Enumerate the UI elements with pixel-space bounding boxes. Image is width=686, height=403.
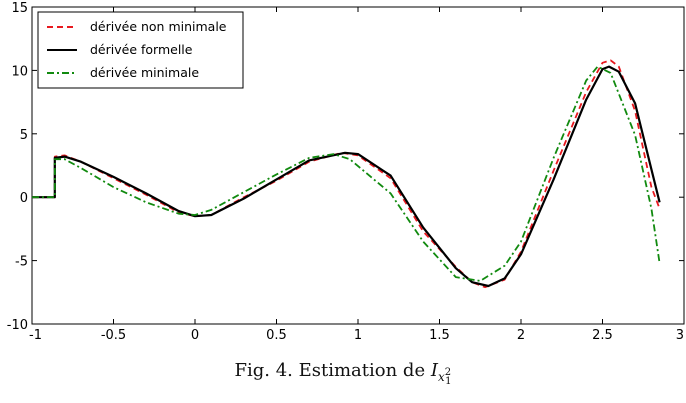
y-tick-label: 10: [11, 64, 28, 79]
y-tick-label: 15: [11, 1, 28, 16]
x-tick-label: 1.5: [429, 328, 450, 343]
caption-sub-base: x: [437, 369, 445, 384]
x-tick-label: 2: [517, 328, 525, 343]
x-tick-label: -1: [29, 328, 42, 343]
x-tick-label: 0: [191, 328, 199, 343]
caption-prefix: Fig. 4. Estimation de: [234, 360, 431, 381]
caption-sub-sup: 2: [444, 366, 452, 378]
caption-subscript: x21: [437, 366, 452, 387]
x-tick-label: -0.5: [101, 328, 126, 343]
y-axis-ticks: -10 -5 0 5 10 15: [7, 1, 684, 333]
series-layer: [32, 59, 661, 289]
x-tick-label: 3: [676, 328, 684, 343]
x-tick-label: 1: [354, 328, 362, 343]
caption-symbol: I: [430, 360, 438, 381]
figure-caption: Fig. 4. Estimation de Ix21: [0, 360, 686, 387]
y-tick-label: -5: [15, 255, 28, 270]
series-line-formelle: [32, 65, 661, 288]
series-line-minimale: [32, 65, 661, 282]
x-tick-label: 0.5: [266, 328, 287, 343]
legend-label-formelle: dérivée formelle: [90, 42, 193, 57]
y-tick-label: 0: [20, 191, 28, 206]
caption-sub-sub: 1: [445, 375, 452, 387]
y-tick-label: 5: [20, 128, 28, 143]
x-axis-ticks: -1 -0.5 0 0.5 1 1.5 2 2.5 3: [29, 7, 685, 343]
y-tick-label: -10: [7, 318, 28, 333]
legend: dérivée non minimale dérivée formelle dé…: [37, 11, 244, 89]
legend-label-non-minimale: dérivée non minimale: [90, 19, 227, 34]
legend-label-minimale: dérivée minimale: [90, 65, 199, 80]
x-tick-label: 2.5: [592, 328, 613, 343]
